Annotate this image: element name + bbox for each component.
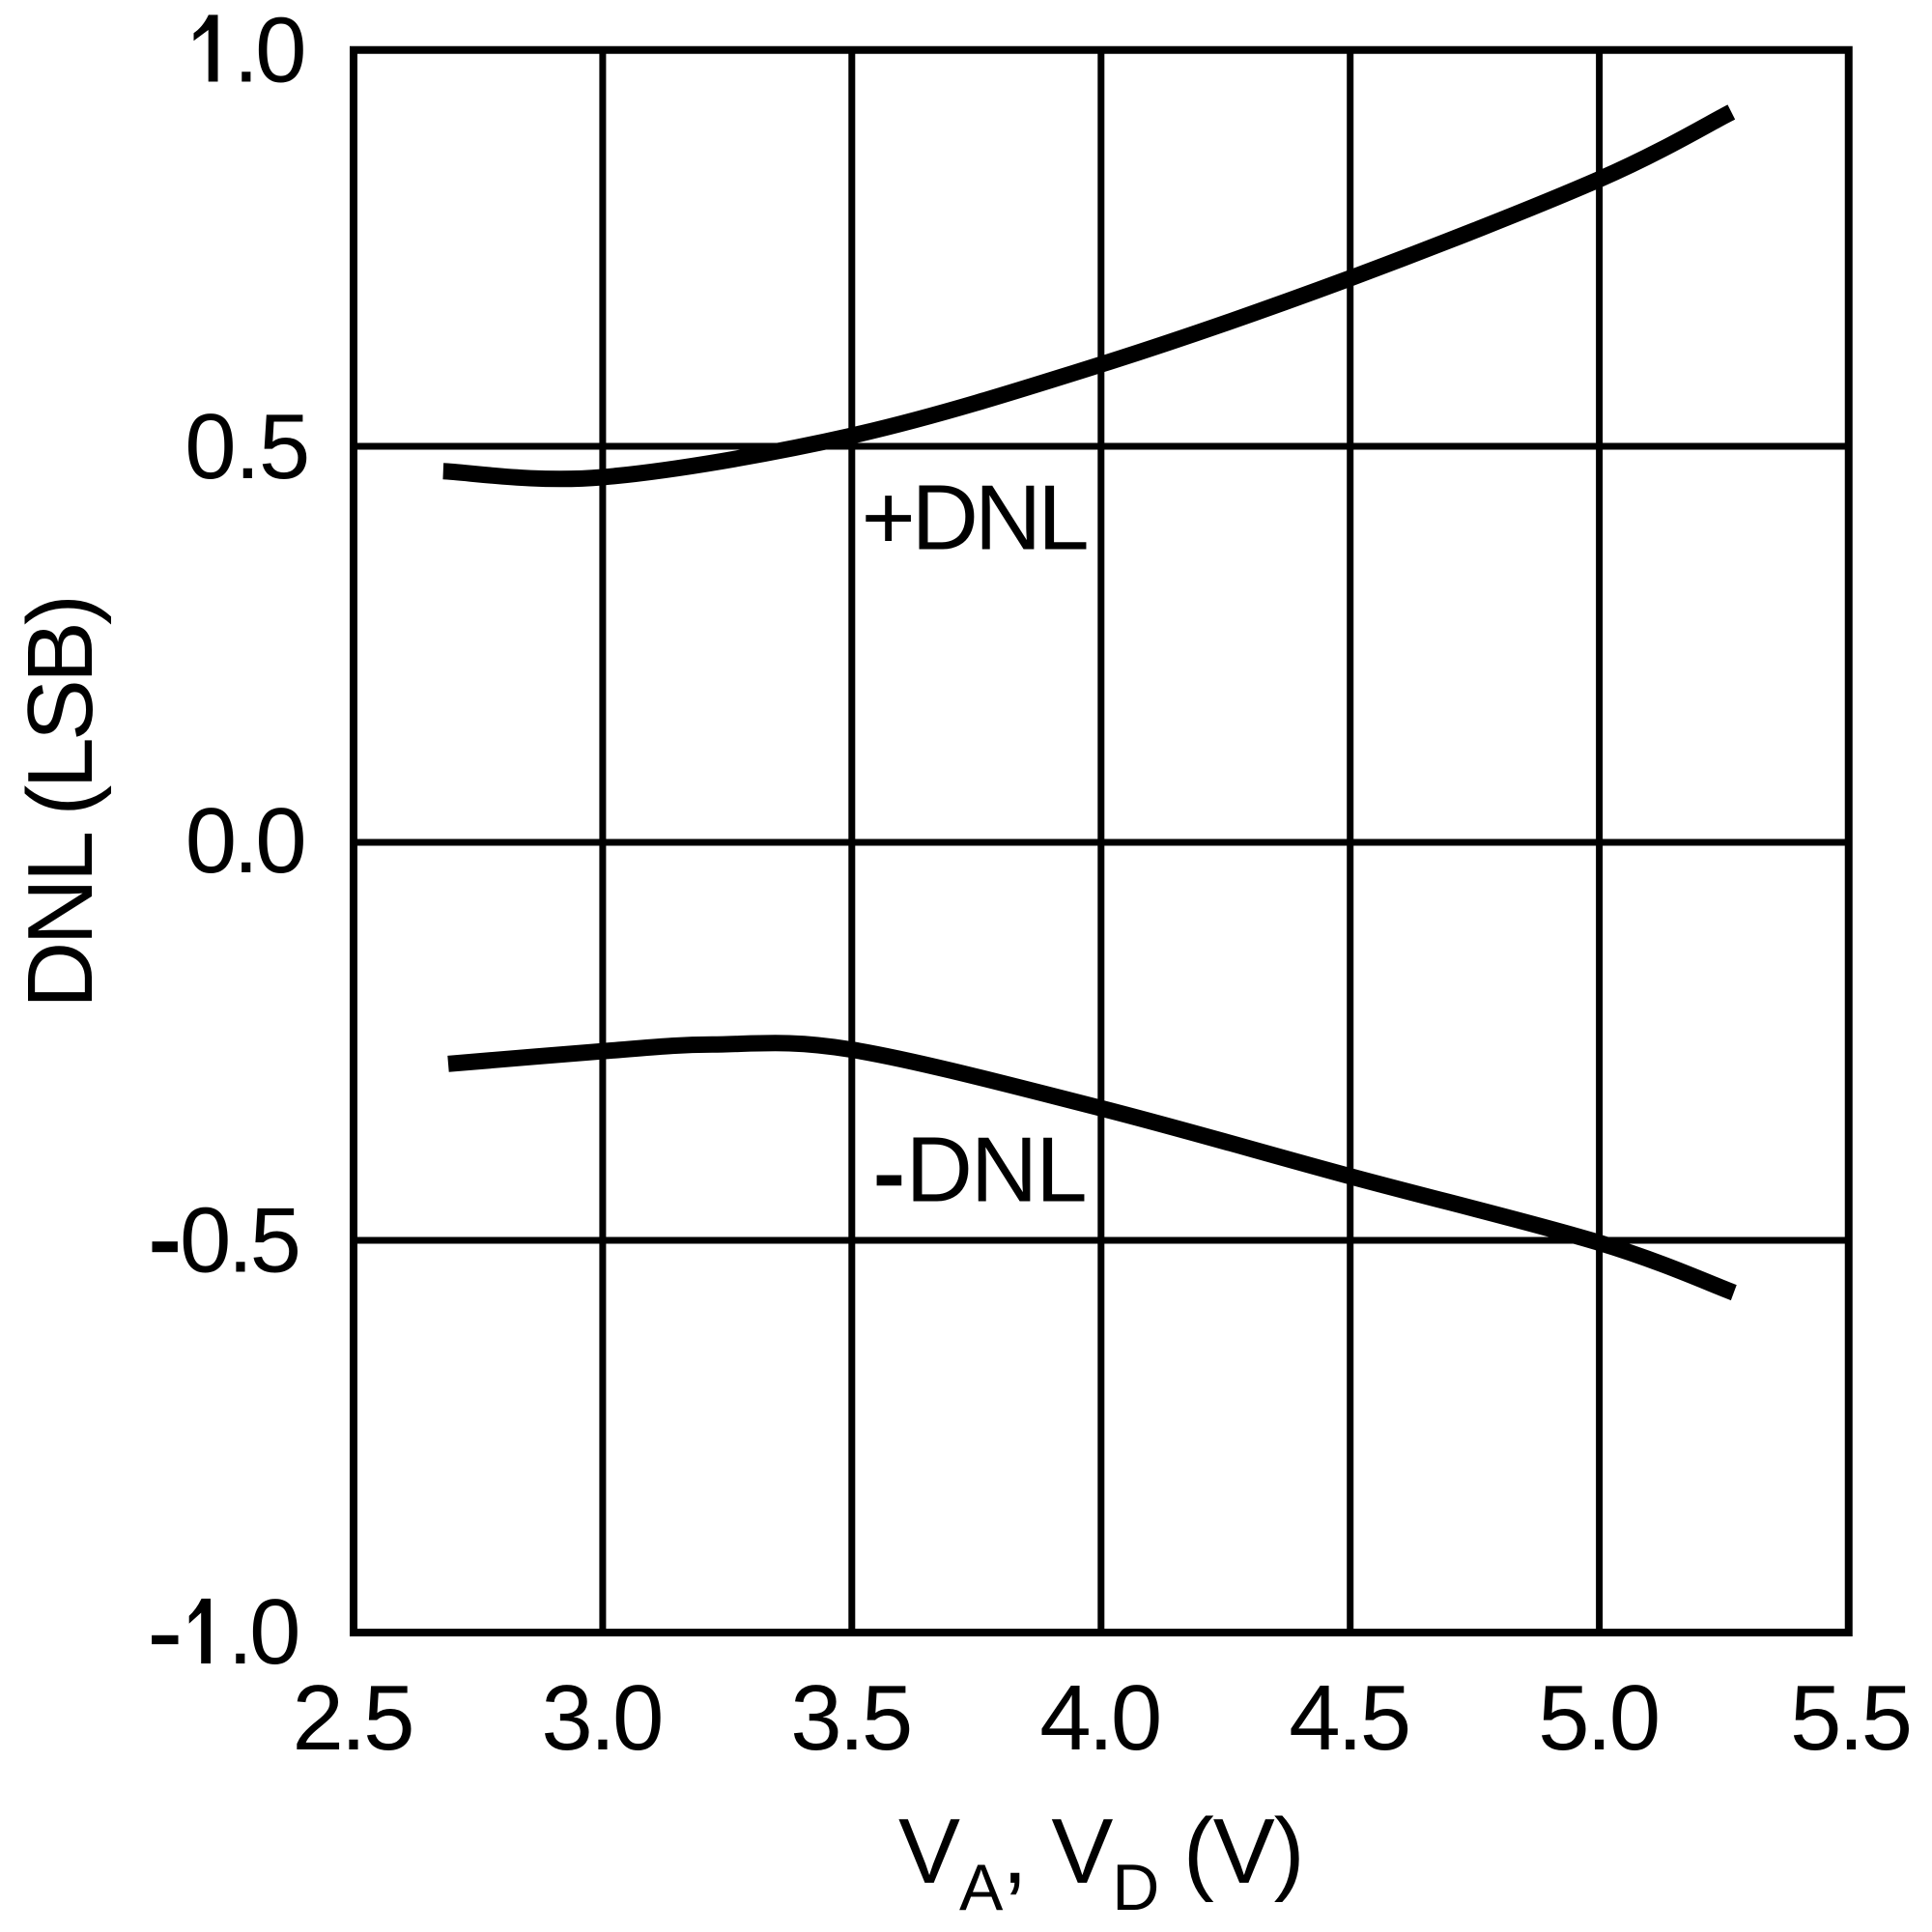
svg-text:+DNL: +DNL	[862, 467, 1090, 570]
svg-text:DNL (LSB): DNL (LSB)	[9, 594, 112, 1009]
svg-text:0.5: 0.5	[180, 1188, 301, 1292]
svg-text:4.5: 4.5	[1289, 1666, 1411, 1770]
svg-text:.0: .0	[234, 0, 307, 102]
svg-text:DNL: DNL	[906, 1119, 1088, 1222]
svg-text:3.5: 3.5	[790, 1666, 913, 1770]
svg-text:2.5: 2.5	[293, 1666, 415, 1770]
svg-text:4.0: 4.0	[1039, 1666, 1162, 1770]
svg-text:.0: .0	[228, 1580, 301, 1684]
svg-text:0.0: 0.0	[185, 789, 307, 893]
svg-text:5.0: 5.0	[1538, 1666, 1661, 1770]
svg-text:5.5: 5.5	[1790, 1666, 1913, 1770]
svg-text:0.5: 0.5	[185, 395, 310, 498]
svg-text:3.0: 3.0	[541, 1666, 664, 1770]
